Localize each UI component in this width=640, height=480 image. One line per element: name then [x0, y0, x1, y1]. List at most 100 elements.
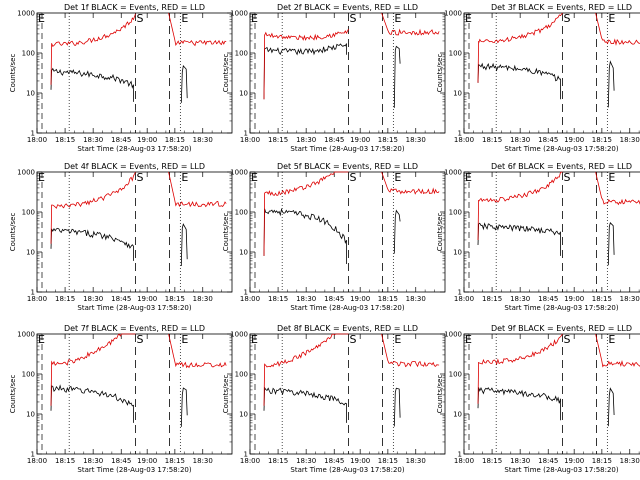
- y-axis-label: Counts/sec: [436, 54, 444, 93]
- y-tick-label: 1000: [17, 331, 35, 339]
- y-axis-label: Counts/sec: [9, 54, 17, 93]
- series-events-segment-1: [477, 387, 561, 421]
- x-tick-label: 18:45: [538, 136, 558, 144]
- x-tick-label: 18:30: [620, 136, 640, 144]
- x-tick-label: 18:45: [111, 136, 131, 144]
- series-events-segment-2: [393, 387, 401, 427]
- end-marker-label: E: [608, 12, 615, 25]
- y-tick-label: 10: [239, 90, 248, 98]
- x-axis-label: Start Time (28-Aug-03 17:58:20): [504, 304, 618, 312]
- x-tick-label: 18:45: [111, 457, 131, 465]
- y-tick-label: 1000: [230, 10, 248, 18]
- y-axis-label: Counts/sec: [9, 213, 17, 252]
- plot-frame: [249, 12, 446, 134]
- x-tick-label: 18:15: [268, 136, 288, 144]
- y-tick-label: 1000: [17, 10, 35, 18]
- x-axis-label: Start Time (28-Aug-03 17:58:20): [77, 145, 191, 153]
- start-marker-label: S: [136, 12, 143, 25]
- x-tick-label: 18:15: [268, 457, 288, 465]
- panel-title: Det 6f BLACK = Events, RED = LLD: [491, 162, 632, 171]
- y-tick-label: 1: [31, 289, 35, 297]
- y-tick-label: 100: [449, 371, 462, 379]
- panel-9: Det 9f BLACK = Events, RED = LLD 1 10 100 10…: [436, 324, 640, 474]
- y-tick-label: 1000: [444, 331, 462, 339]
- end-marker-label: E: [608, 171, 615, 184]
- x-tick-label: 18:30: [510, 136, 530, 144]
- series-events-segment-2: [180, 387, 188, 427]
- x-tick-label: 18:30: [296, 136, 316, 144]
- x-tick-label: 18:30: [296, 457, 316, 465]
- plot-frame: [36, 171, 233, 293]
- panel-title: Det 8f BLACK = Events, RED = LLD: [277, 324, 418, 333]
- x-tick-label: 18:15: [165, 295, 185, 303]
- y-tick-label: 10: [26, 249, 35, 257]
- x-tick-label: 18:15: [378, 295, 398, 303]
- series-events-segment-1: [477, 222, 561, 256]
- y-axis-label: Counts/sec: [436, 375, 444, 414]
- series-events-segment-2: [180, 223, 188, 267]
- end-marker-label: E: [608, 333, 615, 346]
- series-lld-segment-2: [168, 171, 227, 208]
- x-tick-label: 18:30: [406, 457, 426, 465]
- x-tick-label: 18:15: [55, 457, 75, 465]
- plot-frame: [249, 171, 446, 293]
- x-tick-label: 18:30: [510, 295, 530, 303]
- series-events-segment-1: [50, 227, 134, 261]
- x-tick-label: 18:15: [482, 295, 502, 303]
- start-marker-label: S: [136, 171, 143, 184]
- x-tick-label: 18:30: [83, 295, 103, 303]
- x-tick-label: 19:00: [564, 295, 584, 303]
- start-marker-label: S: [563, 171, 570, 184]
- panel-8: Det 8f BLACK = Events, RED = LLD 1 10 100 10…: [222, 324, 446, 474]
- series-lld-segment-2: [595, 12, 640, 46]
- x-axis-label: Start Time (28-Aug-03 17:58:20): [290, 145, 404, 153]
- plot-frame: [463, 333, 640, 455]
- y-tick-label: 1000: [230, 169, 248, 177]
- end-marker-label: E: [181, 333, 188, 346]
- end-marker-label: E: [394, 333, 401, 346]
- series-lld-segment-1: [50, 13, 136, 85]
- panel-2: Det 2f BLACK = Events, RED = LLD 1 10 100 10…: [222, 3, 446, 153]
- series-lld-segment-2: [595, 171, 640, 206]
- x-tick-label: 18:15: [592, 295, 612, 303]
- panel-title: Det 2f BLACK = Events, RED = LLD: [277, 3, 418, 12]
- panel-title: Det 7f BLACK = Events, RED = LLD: [64, 324, 205, 333]
- x-tick-label: 18:00: [27, 136, 47, 144]
- series-events-segment-1: [477, 62, 561, 100]
- x-axis-label: Start Time (28-Aug-03 17:58:20): [77, 466, 191, 474]
- x-tick-label: 19:00: [564, 457, 584, 465]
- series-lld-segment-2: [168, 12, 227, 47]
- y-axis-label: Counts/sec: [436, 213, 444, 252]
- panel-3: Det 3f BLACK = Events, RED = LLD 1 10 100 10…: [436, 3, 640, 153]
- x-tick-label: 19:00: [137, 295, 157, 303]
- x-tick-label: 18:45: [324, 295, 344, 303]
- x-tick-label: 18:30: [406, 136, 426, 144]
- panel-title: Det 9f BLACK = Events, RED = LLD: [491, 324, 632, 333]
- x-tick-label: 19:00: [350, 295, 370, 303]
- panel-1: Det 1f BLACK = Events, RED = LLD 1 10 100 10…: [9, 3, 233, 153]
- y-tick-label: 1: [244, 289, 248, 297]
- y-tick-label: 10: [26, 90, 35, 98]
- end-marker-label-left: E: [38, 171, 45, 184]
- x-tick-label: 18:45: [324, 136, 344, 144]
- y-tick-label: 10: [453, 411, 462, 419]
- series-events-segment-1: [50, 384, 134, 423]
- end-marker-label: E: [394, 12, 401, 25]
- x-tick-label: 18:15: [378, 457, 398, 465]
- y-tick-label: 1000: [444, 169, 462, 177]
- x-tick-label: 18:00: [454, 457, 474, 465]
- x-tick-label: 18:15: [378, 136, 398, 144]
- start-marker-label: S: [136, 333, 143, 346]
- y-axis-label: Counts/sec: [9, 375, 17, 414]
- series-events-segment-1: [263, 386, 347, 423]
- series-lld-segment-2: [595, 333, 640, 368]
- x-tick-label: 18:15: [592, 136, 612, 144]
- y-axis-label: Counts/sec: [222, 54, 230, 93]
- series-events-segment-2: [393, 45, 401, 108]
- start-marker-label: S: [563, 12, 570, 25]
- series-events-segment-2: [180, 65, 188, 103]
- y-tick-label: 1: [244, 130, 248, 138]
- series-lld-segment-2: [168, 333, 227, 369]
- y-tick-label: 100: [22, 371, 35, 379]
